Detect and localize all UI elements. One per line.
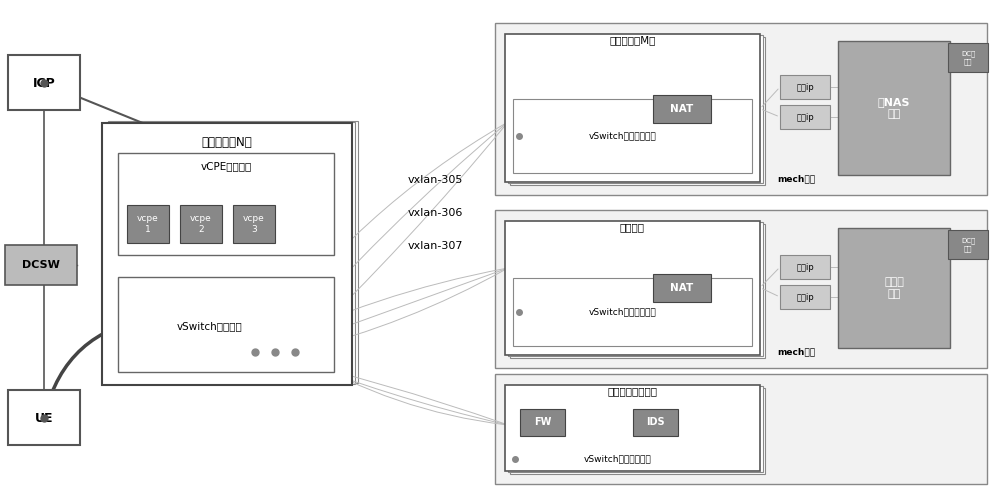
Text: NAT: NAT [670, 104, 694, 114]
Text: vcpe
3: vcpe 3 [243, 214, 265, 234]
FancyBboxPatch shape [495, 23, 987, 195]
Text: vxlan-307: vxlan-307 [408, 241, 464, 251]
FancyBboxPatch shape [495, 210, 987, 368]
FancyBboxPatch shape [653, 273, 711, 302]
Text: 业务网关: 业务网关 [620, 222, 645, 232]
FancyBboxPatch shape [780, 285, 830, 309]
Text: ICP: ICP [33, 76, 55, 90]
Text: DC外
访问: DC外 访问 [961, 237, 975, 251]
Text: mech连接: mech连接 [777, 347, 815, 357]
FancyBboxPatch shape [510, 223, 765, 358]
FancyBboxPatch shape [505, 34, 760, 182]
FancyBboxPatch shape [233, 205, 275, 243]
FancyBboxPatch shape [948, 43, 988, 72]
FancyBboxPatch shape [118, 153, 334, 255]
FancyBboxPatch shape [8, 55, 80, 110]
Text: 入口ip: 入口ip [796, 113, 814, 122]
FancyBboxPatch shape [520, 409, 565, 436]
FancyBboxPatch shape [508, 35, 763, 183]
FancyBboxPatch shape [838, 228, 950, 348]
Text: IDS: IDS [646, 417, 665, 427]
FancyBboxPatch shape [653, 95, 711, 123]
FancyBboxPatch shape [505, 385, 760, 471]
Text: 业务网关（安全）: 业务网关（安全） [607, 386, 657, 396]
FancyBboxPatch shape [127, 205, 169, 243]
Text: 入口ip: 入口ip [796, 263, 814, 271]
FancyBboxPatch shape [510, 388, 765, 473]
FancyBboxPatch shape [948, 230, 988, 259]
FancyBboxPatch shape [505, 221, 760, 355]
FancyBboxPatch shape [8, 390, 80, 445]
FancyBboxPatch shape [513, 278, 752, 346]
FancyBboxPatch shape [780, 105, 830, 129]
Text: 接入网关（N）: 接入网关（N） [202, 136, 252, 148]
FancyBboxPatch shape [180, 205, 222, 243]
FancyBboxPatch shape [780, 255, 830, 279]
Text: vSwitch（监控业务）: vSwitch（监控业务） [589, 308, 656, 317]
Text: 业务网关（M）: 业务网关（M） [609, 35, 656, 45]
FancyBboxPatch shape [108, 121, 358, 383]
Text: vcpe
2: vcpe 2 [190, 214, 212, 234]
FancyBboxPatch shape [838, 41, 950, 175]
Text: 入口ip: 入口ip [796, 82, 814, 92]
Text: 云监控
系统: 云监控 系统 [884, 277, 904, 299]
Text: UE: UE [35, 412, 53, 424]
FancyBboxPatch shape [118, 277, 334, 372]
Text: FW: FW [534, 417, 551, 427]
Text: mech连接: mech连接 [777, 174, 815, 183]
Text: DC外
访问: DC外 访问 [961, 50, 975, 65]
Text: vSwitch（安全业务）: vSwitch（安全业务） [584, 455, 651, 464]
FancyBboxPatch shape [510, 36, 765, 185]
Text: 入口ip: 入口ip [796, 293, 814, 301]
FancyBboxPatch shape [633, 409, 678, 436]
Text: vSwitch（存储业务）: vSwitch（存储业务） [589, 131, 656, 141]
FancyBboxPatch shape [102, 123, 352, 385]
Text: vSwitch（接入）: vSwitch（接入） [177, 321, 243, 331]
Text: 云NAS
系统: 云NAS 系统 [878, 97, 910, 119]
FancyBboxPatch shape [780, 75, 830, 99]
FancyBboxPatch shape [513, 99, 752, 173]
FancyBboxPatch shape [495, 374, 987, 484]
Text: vCPE（进程）: vCPE（进程） [200, 161, 252, 171]
FancyBboxPatch shape [5, 245, 77, 285]
Text: NAT: NAT [670, 283, 694, 293]
FancyBboxPatch shape [105, 122, 355, 384]
Text: vcpe
1: vcpe 1 [137, 214, 159, 234]
FancyBboxPatch shape [508, 222, 763, 356]
Text: DCSW: DCSW [22, 260, 60, 270]
FancyBboxPatch shape [508, 386, 763, 472]
Text: vxlan-306: vxlan-306 [408, 208, 463, 218]
Text: vxlan-305: vxlan-305 [408, 175, 463, 185]
